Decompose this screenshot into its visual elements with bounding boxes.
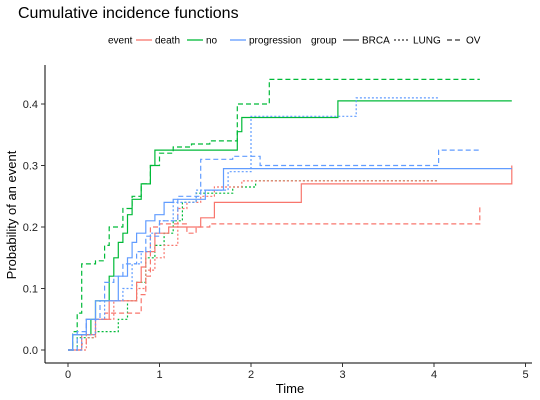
x-tick-label: 2 [248, 369, 254, 381]
x-tick-label: 3 [339, 369, 345, 381]
legend: event death no progression group BRCA LUNG OV [108, 36, 481, 47]
series-line-death-lung [68, 180, 439, 351]
y-axis-title: Probability of an event [4, 150, 19, 279]
x-tick-label: 4 [431, 369, 437, 381]
legend-label-progression: progression [249, 36, 301, 47]
legend-label-brca: BRCA [362, 36, 390, 47]
legend-label-no: no [206, 36, 218, 47]
plot-area: 0 1 2 3 4 5 0.0 0.1 0.2 0.3 0.4 [23, 65, 532, 381]
x-tick-label: 5 [522, 369, 528, 381]
chart-title: Cumulative incidence functions [18, 5, 239, 22]
x-tick-label: 0 [65, 369, 71, 381]
legend-label-lung: LUNG [413, 36, 441, 47]
y-tick-label: 0.4 [23, 99, 38, 111]
y-axis-ticks: 0.0 0.1 0.2 0.3 0.4 [23, 99, 45, 357]
legend-group-title: group [311, 36, 337, 47]
x-axis-ticks: 0 1 2 3 4 5 [65, 363, 529, 381]
y-tick-label: 0.2 [23, 222, 38, 234]
y-tick-label: 0.1 [23, 284, 38, 296]
series-line-progression-lung [68, 97, 439, 351]
series-line-death-ov [68, 205, 481, 351]
legend-event-title: event [108, 36, 133, 47]
series-line-no-ov [68, 78, 480, 351]
x-tick-label: 1 [156, 369, 162, 381]
series-line-progression-brca [68, 168, 512, 351]
legend-label-ov: OV [466, 36, 481, 47]
legend-label-death: death [155, 36, 180, 47]
series-line-progression-ov [68, 149, 480, 351]
y-tick-label: 0.3 [23, 161, 38, 173]
x-axis-title: Time [276, 381, 304, 396]
y-tick-label: 0.0 [23, 345, 38, 357]
series-line-death-brca [68, 165, 513, 351]
series-line-no-brca [68, 100, 512, 351]
series-line-no-lung [68, 180, 439, 351]
series-group [68, 78, 513, 351]
